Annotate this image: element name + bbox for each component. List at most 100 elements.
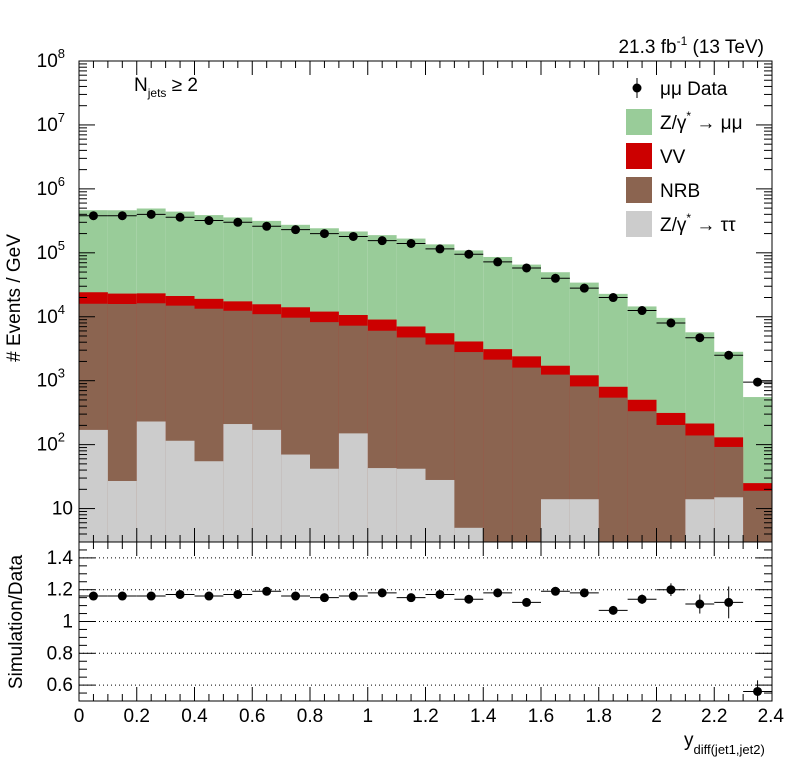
ratio-plot-frame [78, 541, 773, 702]
bar-z [281, 454, 310, 542]
data-point [666, 318, 676, 328]
legend-label: Z/γ* → ττ [660, 211, 736, 236]
bar-z [223, 424, 253, 542]
ratio-point [550, 586, 560, 596]
bar-z [165, 440, 195, 542]
legend-swatch [626, 143, 652, 169]
legend-label-text: Z/γ [660, 113, 687, 134]
ratio-point [377, 588, 387, 598]
ratio-point [608, 605, 618, 615]
y-tick-label: 104 [37, 302, 65, 328]
data-point [291, 225, 301, 235]
y-tick-exponent: 5 [58, 238, 65, 253]
x-tick-label: 0.8 [297, 706, 323, 727]
bar-nrb [627, 411, 657, 542]
ratio-plot-panel: 0.6 0.8 1 1.2 1.4 0 0.2 0.4 0.6 0.8 1 1.2 1.4 1.6 1.8… [6, 541, 785, 757]
ratio-point [319, 593, 329, 603]
ratio-point [175, 589, 185, 599]
ratio-point [435, 589, 445, 599]
y-tick-label: 105 [37, 238, 65, 264]
ratio-y-tick-label: 0.6 [47, 675, 73, 696]
data-point [724, 350, 734, 360]
ratio-point [204, 591, 214, 601]
data-point [377, 236, 387, 246]
ratio-point [464, 594, 474, 604]
luminosity-exponent: -1 [677, 34, 688, 48]
ratio-reference-lines [79, 557, 772, 686]
ratio-y-axis-title: Simulation/Data [6, 555, 27, 690]
ratio-point [233, 589, 243, 599]
legend-swatch [626, 109, 652, 135]
ratio-y-tick-label: 0.8 [47, 643, 73, 664]
ratio-y-tick-label: 1.4 [47, 548, 74, 569]
y-tick-label-base: 10 [37, 243, 58, 264]
x-tick-label: 2.4 [758, 706, 785, 727]
bar-z [252, 429, 282, 542]
bar-nrb [656, 424, 686, 542]
y-tick-label: 103 [37, 366, 65, 392]
y-tick-label: 107 [37, 110, 65, 136]
data-point [608, 293, 618, 303]
legend-label-process: → ττ [691, 215, 736, 236]
ratio-point [666, 585, 676, 595]
ratio-point [262, 586, 272, 596]
bar-nrb [454, 352, 484, 542]
data-point [637, 306, 647, 316]
legend-swatch [626, 211, 652, 237]
selection-subscript: jets [147, 86, 167, 100]
y-tick-label: 106 [37, 174, 65, 200]
ratio-y-tick-label: 1 [62, 612, 73, 633]
y-tick-label-base: 10 [37, 435, 58, 456]
ratio-point [695, 599, 705, 609]
legend-label-text: Z/γ [660, 215, 687, 236]
data-point [406, 238, 416, 248]
y-tick-label: 102 [37, 430, 65, 456]
bar-z [136, 421, 166, 542]
y-tick-label-base: 10 [37, 371, 58, 392]
bar-z [454, 527, 484, 542]
bar-nrb [598, 397, 628, 542]
legend-marker [632, 83, 642, 93]
x-axis-title: ydiff(jet1,jet2) [684, 730, 765, 757]
legend-label-process: → μμ [691, 113, 742, 134]
y-tick-label: 10 [52, 499, 73, 520]
y-tick-label-base: 10 [37, 115, 58, 136]
ratio-y-axis-ticks: 0.6 0.8 1 1.2 1.4 [47, 541, 772, 702]
y-tick-exponent: 8 [58, 46, 65, 61]
ratio-point [724, 597, 734, 607]
ratio-point [493, 588, 503, 598]
y-axis-title: # Events / GeV [4, 234, 25, 362]
x-tick-label: 1 [362, 706, 373, 727]
y-tick-label-base: 10 [37, 179, 58, 200]
x-tick-label: 0.4 [181, 706, 208, 727]
legend-label-superscript: * [686, 211, 691, 225]
bar-z [79, 429, 108, 542]
bar-z [107, 480, 137, 542]
data-point [695, 333, 705, 343]
legend-label-text: μμ Data [660, 79, 728, 100]
y-tick-label-base: 10 [52, 499, 73, 520]
y-tick-label-base: 10 [37, 51, 58, 72]
data-point [204, 216, 214, 226]
y-tick-exponent: 6 [58, 174, 65, 189]
data-point [464, 249, 474, 259]
data-point [579, 283, 589, 293]
x-tick-label: 1.4 [470, 706, 497, 727]
bar-z [541, 499, 570, 542]
y-tick-label-base: 10 [37, 307, 58, 328]
legend-label: Z/γ* → μμ [660, 109, 743, 134]
ratio-point [348, 591, 358, 601]
x-axis-title-subscript: diff(jet1,jet2) [694, 742, 765, 757]
data-point [233, 217, 243, 227]
data-point [493, 257, 503, 267]
ratio-point [579, 588, 589, 598]
ratio-y-tick-label: 1.2 [47, 580, 73, 601]
data-point [146, 209, 156, 219]
bar-z [367, 468, 397, 542]
data-point [753, 377, 763, 387]
bar-nrb [512, 367, 541, 542]
ratio-points [79, 583, 772, 701]
ratio-point [522, 597, 532, 607]
